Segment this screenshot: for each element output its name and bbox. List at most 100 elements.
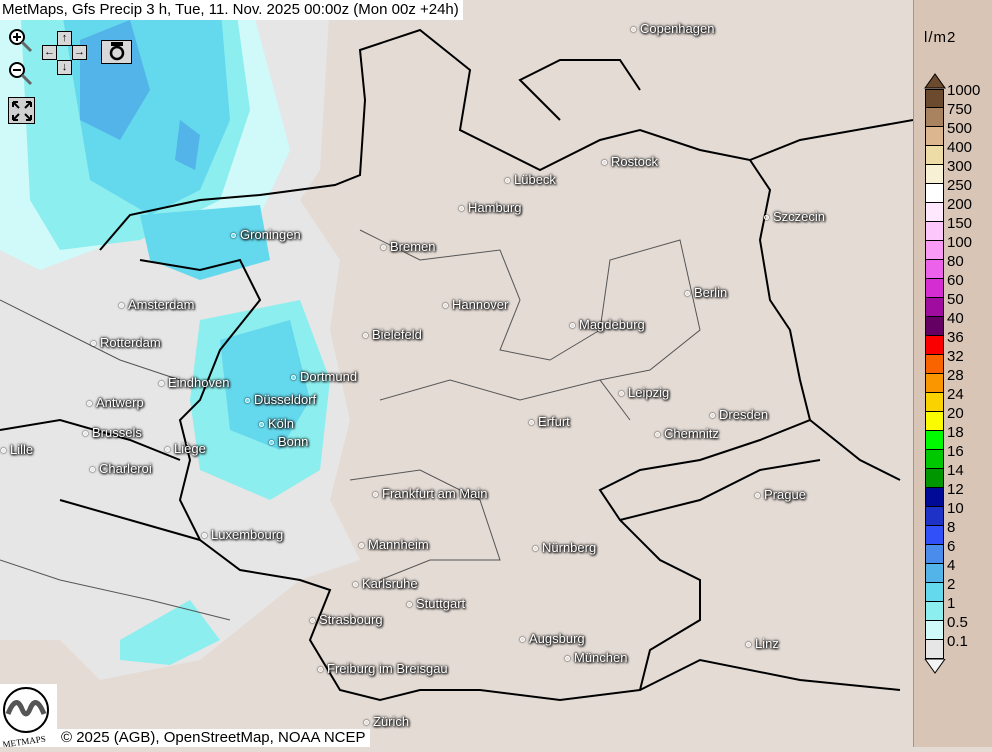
legend-unit: l/m2: [924, 29, 957, 46]
legend-label: 300: [947, 158, 973, 175]
legend-label: 200: [947, 196, 973, 213]
legend-swatch: [925, 127, 944, 146]
city-dot-icon: [87, 401, 92, 407]
city-label: Leipzig: [619, 385, 669, 400]
precip-areas: [0, 0, 360, 680]
zoom-out-icon: [9, 62, 33, 86]
city-label: Magdeburg: [570, 317, 645, 332]
legend-swatch: [925, 241, 944, 260]
legend-label: 80: [947, 253, 964, 270]
borders: [0, 28, 913, 702]
city-dot-icon: [318, 667, 323, 673]
city-dot-icon: [505, 178, 510, 184]
copyright-notice: © 2025 (AGB), OpenStreetMap, NOAA NCEP: [57, 729, 370, 747]
city-name: Eindhoven: [168, 375, 230, 390]
legend-label: 1: [947, 595, 956, 612]
city-name: Berlin: [694, 285, 728, 300]
city-dot-icon: [202, 533, 207, 539]
city-label: Brussels: [83, 425, 142, 440]
city-label: Eindhoven: [159, 375, 229, 390]
legend-bottom-arrow: [924, 659, 946, 674]
city-label: Szczecin: [764, 209, 825, 224]
map-canvas[interactable]: [0, 0, 913, 747]
city-name: Brussels: [92, 425, 142, 440]
legend-label: 50: [947, 291, 964, 308]
legend-label: 18: [947, 424, 964, 441]
legend-swatch: [925, 336, 944, 355]
state-borders: [0, 229, 701, 621]
city-name: Nürnberg: [542, 540, 597, 555]
city-label: Luxembourg: [202, 527, 283, 542]
city-label: Bremen: [381, 239, 436, 254]
legend-label: 14: [947, 462, 964, 479]
city-dot-icon: [407, 602, 412, 608]
city-label: Rostock: [602, 154, 658, 169]
city-name: Köln: [268, 416, 295, 431]
city-name: Zürich: [373, 714, 410, 729]
fullscreen-button[interactable]: [8, 97, 35, 124]
city-dot-icon: [91, 341, 96, 347]
city-label: Lille: [1, 442, 33, 457]
city-label: Hannover: [443, 297, 508, 312]
legend-swatch: [925, 412, 944, 431]
legend-swatch: [925, 431, 944, 450]
legend-label: 1000: [947, 82, 981, 99]
zoom-out-button[interactable]: [7, 60, 33, 86]
legend-swatch: [925, 564, 944, 583]
screenshot-button[interactable]: [101, 40, 132, 64]
city-label: Düsseldorf: [245, 392, 316, 407]
legend-swatch: [925, 184, 944, 203]
legend-swatch: [925, 165, 944, 184]
city-dot-icon: [245, 398, 250, 404]
city-dot-icon: [755, 493, 760, 499]
city-dot-icon: [619, 391, 624, 397]
city-name: Düsseldorf: [254, 392, 317, 407]
legend-label: 400: [947, 139, 973, 156]
legend-swatch: [925, 108, 944, 127]
city-label: Berlin: [685, 285, 727, 300]
city-dot-icon: [565, 656, 570, 662]
zoom-in-button[interactable]: [7, 27, 33, 53]
legend-swatch: [925, 355, 944, 374]
city-name: Antwerp: [96, 395, 144, 410]
legend-label: 2: [947, 576, 956, 593]
city-dot-icon: [165, 447, 170, 453]
city-name: Dresden: [719, 407, 769, 422]
city-name: Chemnitz: [664, 426, 719, 441]
city-name: Lille: [10, 442, 34, 457]
city-label: Bonn: [269, 434, 308, 449]
legend-swatch: [925, 640, 944, 659]
legend-swatch: [925, 526, 944, 545]
city-name: Hannover: [452, 297, 509, 312]
city-label: Dortmund: [291, 369, 357, 384]
pan-down-button[interactable]: ↓: [57, 60, 72, 75]
pan-left-button[interactable]: ←: [42, 45, 57, 60]
city-dot-icon: [1, 448, 6, 454]
city-dot-icon: [655, 432, 660, 438]
pan-right-button[interactable]: →: [72, 45, 87, 60]
city-dot-icon: [310, 618, 315, 624]
legend-label: 6: [947, 538, 956, 555]
city-dot-icon: [443, 303, 448, 309]
legend-swatch: [925, 374, 944, 393]
city-name: Luxembourg: [211, 527, 284, 542]
legend-swatch: [925, 602, 944, 621]
map-title: MetMaps, Gfs Precip 3 h, Tue, 11. Nov. 2…: [0, 0, 463, 20]
metmaps-logo: METMAPS: [0, 684, 57, 750]
city-dot-icon: [570, 323, 575, 329]
pan-up-button[interactable]: ↑: [57, 31, 72, 46]
city-dot-icon: [520, 637, 525, 643]
city-name: Prague: [764, 487, 806, 502]
city-label: Copenhagen: [631, 21, 714, 36]
city-label: Köln: [259, 416, 294, 431]
city-dot-icon: [359, 543, 364, 549]
legend-swatch: [925, 583, 944, 602]
city-name: Linz: [755, 636, 779, 651]
city-name: Bonn: [278, 434, 309, 449]
legend-swatch: [925, 469, 944, 488]
city-name: Strasbourg: [319, 612, 383, 627]
city-label: Augsburg: [520, 631, 585, 646]
legend-swatch: [925, 298, 944, 317]
city-label: Strasbourg: [310, 612, 383, 627]
precip-layer: [0, 0, 913, 702]
